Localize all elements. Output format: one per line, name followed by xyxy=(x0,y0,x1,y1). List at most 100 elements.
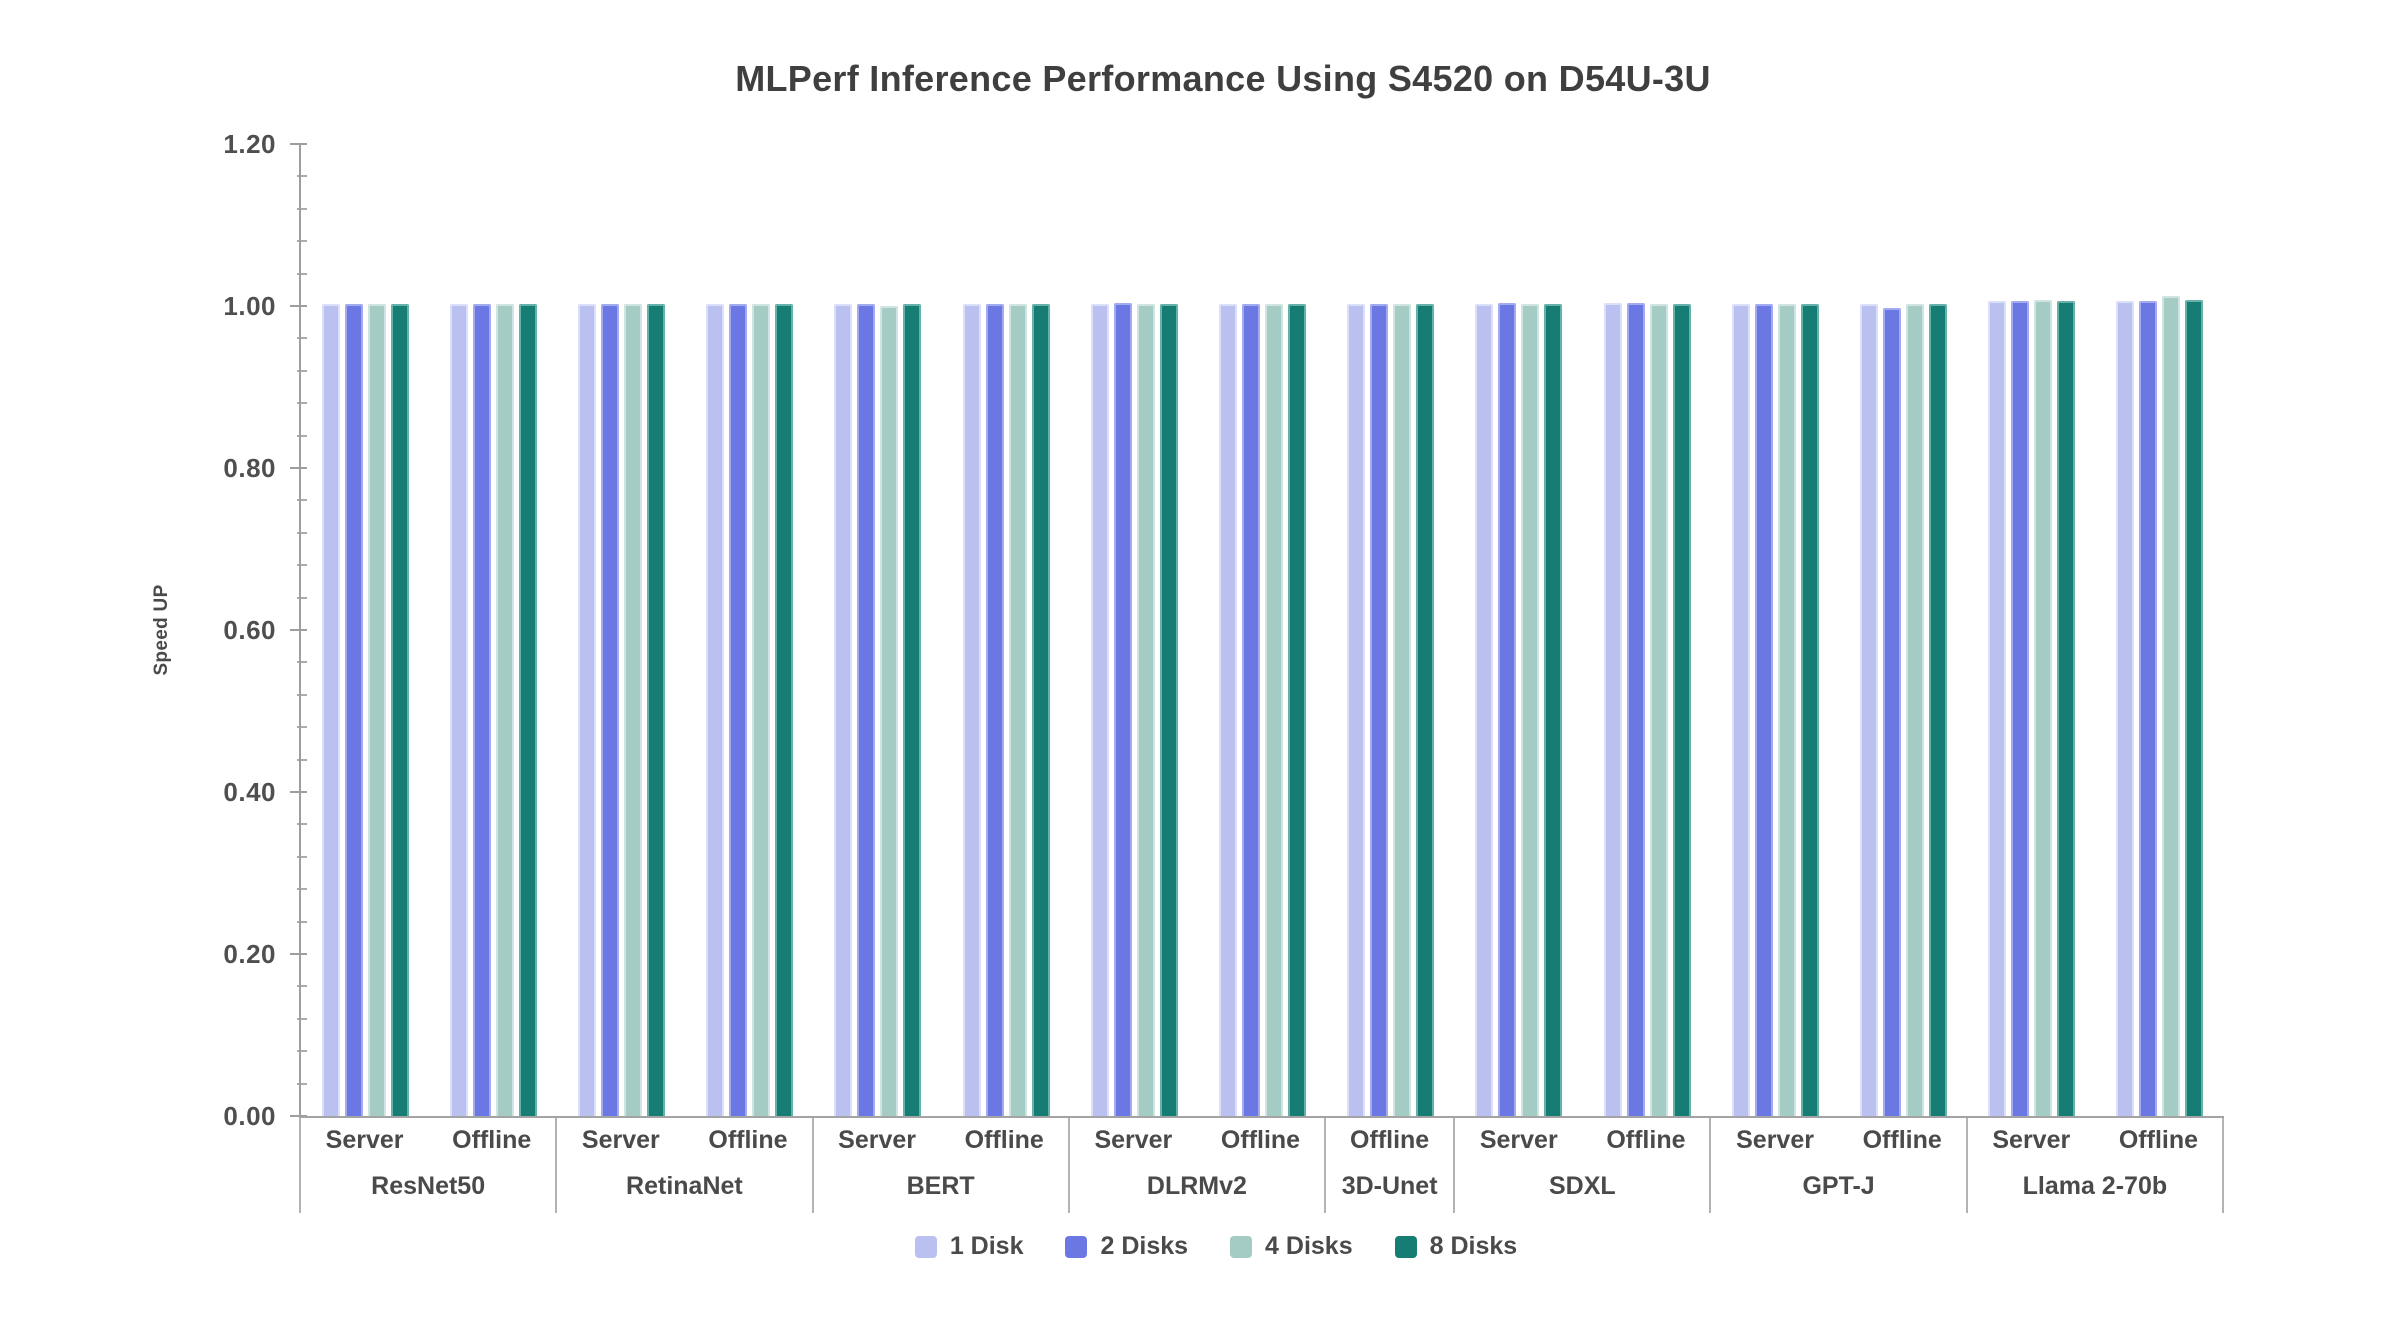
bar xyxy=(706,303,725,1116)
bar xyxy=(1800,303,1819,1116)
x-model-label: ResNet50 xyxy=(371,1171,486,1200)
bar xyxy=(1416,303,1435,1116)
bar xyxy=(1498,302,1517,1116)
x-scenario-label: Offline xyxy=(1862,1126,1942,1155)
bar xyxy=(962,303,981,1116)
y-axis-tick-labels: 0.00 0.20 0.40 0.60 0.80 1.00 1.20 xyxy=(0,131,276,1129)
x-scenario-label: Server xyxy=(1479,1126,1558,1155)
bar xyxy=(1136,304,1155,1116)
bar xyxy=(2139,301,2158,1116)
x-scenario-label: Server xyxy=(581,1126,660,1155)
bar xyxy=(1626,302,1645,1116)
scenario-bar-group xyxy=(1968,144,2096,1116)
bar xyxy=(624,303,642,1116)
y-tick-label: 0.40 xyxy=(223,777,276,808)
model-group: Server Offline RetinaNet xyxy=(557,1118,814,1213)
legend: 1 Disk 2 Disks 4 Disks 8 Disks xyxy=(0,1232,2400,1261)
x-scenario-label: Server xyxy=(1992,1126,2071,1155)
bar xyxy=(1347,303,1366,1116)
model-group: Server Offline BERT xyxy=(814,1118,1070,1213)
y-minor-tick xyxy=(297,337,307,340)
bar xyxy=(1475,303,1494,1116)
scenario-bar-group xyxy=(1839,144,1967,1116)
x-model-label: BERT xyxy=(906,1171,975,1200)
bar xyxy=(1090,303,1109,1116)
x-model-label: DLRMv2 xyxy=(1146,1171,1247,1200)
bar xyxy=(1242,303,1261,1116)
scenario-bar-group xyxy=(301,144,429,1116)
bar xyxy=(449,304,468,1116)
legend-item: 2 Disks xyxy=(1065,1232,1188,1261)
y-tick-label: 1.20 xyxy=(223,129,276,159)
scenario-label-row: Server Offline xyxy=(1968,1118,2222,1164)
y-major-tick xyxy=(290,1115,307,1117)
model-group: Server Offline DLRMv2 xyxy=(1070,1118,1327,1213)
bar xyxy=(367,304,386,1116)
y-tick-label: 0.00 xyxy=(223,1101,276,1131)
bar xyxy=(2011,301,2030,1116)
y-minor-tick xyxy=(297,564,307,567)
y-minor-tick xyxy=(297,240,307,243)
y-major-tick xyxy=(290,791,307,794)
bar xyxy=(1031,303,1050,1116)
y-minor-tick xyxy=(297,272,307,275)
y-minor-tick xyxy=(297,1082,307,1085)
y-minor-tick xyxy=(297,985,307,988)
bar xyxy=(1883,308,1902,1116)
x-scenario-label: Offline xyxy=(1220,1126,1301,1155)
y-minor-tick xyxy=(297,499,307,502)
y-minor-tick xyxy=(297,758,307,761)
y-minor-tick xyxy=(297,693,307,696)
model-group: Server Offline GPT-J xyxy=(1711,1118,1968,1213)
legend-label: 2 Disks xyxy=(1100,1232,1189,1260)
bar xyxy=(2034,300,2053,1116)
bar xyxy=(1906,303,1925,1116)
bar xyxy=(1521,303,1540,1116)
y-major-tick xyxy=(290,953,307,956)
legend-item: 1 Disk xyxy=(914,1232,1023,1261)
y-minor-tick xyxy=(297,596,307,599)
bar xyxy=(834,304,853,1116)
scenario-bar-group xyxy=(429,144,557,1116)
bar xyxy=(985,303,1004,1116)
x-model-label: GPT-J xyxy=(1802,1171,1875,1200)
y-tick-label: 0.20 xyxy=(223,939,276,970)
scenario-bar-group xyxy=(1455,144,1583,1116)
x-scenario-label: Offline xyxy=(452,1126,532,1155)
scenario-bar-group xyxy=(1711,144,1839,1116)
y-minor-tick xyxy=(297,175,307,178)
legend-label: 4 Disks xyxy=(1265,1232,1353,1260)
bar xyxy=(1603,302,1622,1116)
scenario-bar-group xyxy=(2096,144,2224,1116)
bar xyxy=(903,304,922,1116)
bar xyxy=(2116,301,2135,1116)
y-minor-tick xyxy=(297,920,307,923)
bar xyxy=(1265,303,1284,1116)
y-minor-tick xyxy=(297,531,307,534)
scenario-label-row: Server Offline xyxy=(1711,1118,1965,1164)
x-scenario-label: Offline xyxy=(2118,1126,2199,1155)
x-model-label: 3D-Unet xyxy=(1341,1171,1438,1200)
y-minor-tick xyxy=(297,434,307,437)
legend-item: 8 Disks xyxy=(1394,1232,1517,1261)
scenario-bar-group xyxy=(1583,144,1711,1116)
legend-item: 4 Disks xyxy=(1230,1232,1353,1261)
scenario-bar-group xyxy=(942,144,1070,1116)
legend-swatch xyxy=(1065,1235,1088,1258)
bar xyxy=(518,304,537,1116)
bar xyxy=(2185,299,2204,1116)
y-tick-label: 0.60 xyxy=(223,615,276,645)
scenario-label-row: Server Offline xyxy=(814,1118,1068,1164)
y-major-tick xyxy=(290,305,307,307)
scenario-label-row: Server Offline xyxy=(1070,1118,1324,1164)
legend-swatch xyxy=(1230,1235,1253,1258)
y-axis-ticks xyxy=(290,143,307,1117)
scenario-bar-group xyxy=(1327,144,1455,1116)
bar xyxy=(775,303,794,1116)
y-major-tick xyxy=(290,467,307,470)
x-scenario-label: Offline xyxy=(708,1126,788,1155)
bar xyxy=(1754,303,1773,1116)
x-scenario-label: Offline xyxy=(1606,1126,1686,1155)
x-model-label: RetinaNet xyxy=(626,1171,743,1200)
